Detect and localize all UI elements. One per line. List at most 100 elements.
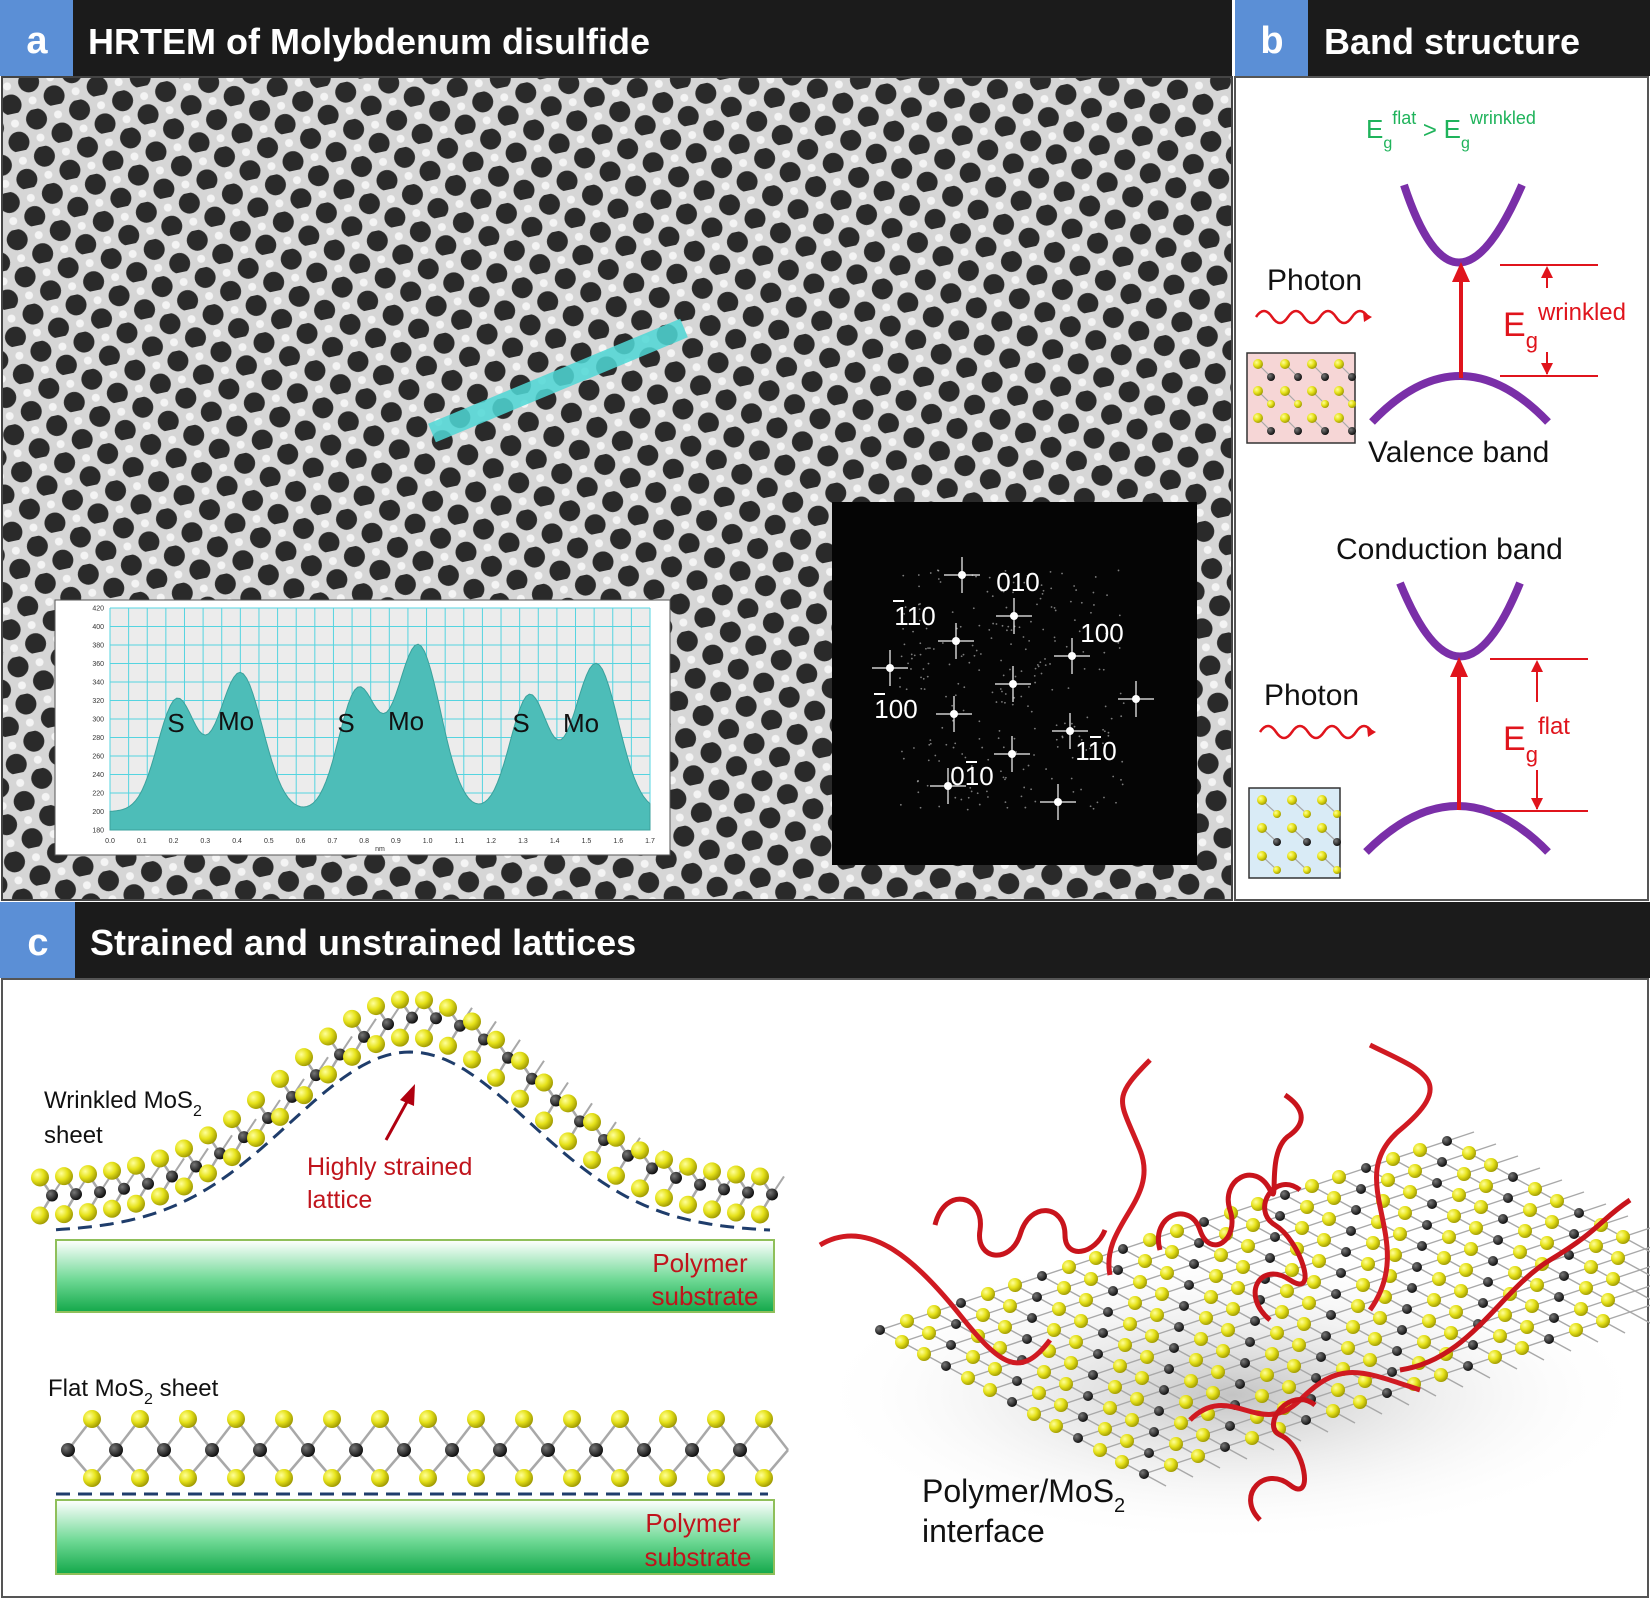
sulfur-atom <box>1054 1398 1068 1412</box>
fft-noise-dot <box>1005 776 1007 779</box>
fft-noise-dot <box>1034 667 1037 670</box>
x-tick-label: 0.0 <box>105 838 115 845</box>
sulfur-atom <box>611 1410 629 1428</box>
sulfur-atom <box>1179 1395 1193 1409</box>
conduction-band-curve-top <box>1400 183 1526 267</box>
fft-noise-dot <box>1112 775 1115 778</box>
fft-noise-dot <box>1037 665 1040 668</box>
thumb-bottom-atoms <box>1257 795 1341 874</box>
sulfur-atom <box>1214 1248 1228 1262</box>
fft-noise-dot <box>923 688 926 691</box>
sulfur-atom <box>1528 1182 1542 1196</box>
x-tick-label: 1.0 <box>423 838 433 845</box>
sulfur-atom <box>227 1410 245 1428</box>
fft-noise-dot <box>1092 807 1095 810</box>
molybdenum-atom <box>733 1443 747 1457</box>
fft-noise-dot <box>1055 724 1058 727</box>
sulfur-atom <box>751 1205 769 1224</box>
sulfur-atom <box>463 1050 481 1069</box>
fft-noise-dot <box>1020 695 1023 698</box>
molybdenum-atom <box>118 1182 130 1195</box>
fft-noise-dot <box>1073 619 1076 622</box>
sulfur-atom <box>295 1086 313 1105</box>
fft-noise-dot <box>910 668 912 670</box>
fft-noise-dot <box>1078 735 1081 738</box>
molybdenum-atom <box>1159 1385 1169 1395</box>
sulfur-atom <box>1280 413 1290 423</box>
panel-b-title: Band structure <box>1324 21 1580 62</box>
sulfur-atom <box>151 1149 169 1168</box>
fft-noise-dot <box>995 701 998 703</box>
fft-noise-dot <box>1012 581 1015 584</box>
sulfur-atom <box>1520 1320 1534 1334</box>
sulfur-atom <box>1434 1368 1448 1382</box>
flat-mos2-sheet <box>61 1410 789 1487</box>
sulfur-atom <box>1606 1272 1620 1286</box>
fft-noise-dot <box>905 688 908 691</box>
fft-noise-dot <box>995 623 998 625</box>
molybdenum-atom <box>1093 1349 1103 1359</box>
fft-spot <box>1008 750 1016 758</box>
sulfur-atom <box>1204 1290 1218 1304</box>
sulfur-atom <box>1488 1350 1502 1364</box>
fft-noise-dot <box>998 730 1001 732</box>
polymer-chains <box>818 1042 1632 1522</box>
sulfur-atom <box>1069 1335 1083 1349</box>
molybdenum-atom <box>1169 1343 1179 1353</box>
molybdenum-atom <box>1108 1286 1118 1296</box>
sulfur-atom <box>127 1194 145 1213</box>
fft-noise-dot <box>1010 643 1012 646</box>
sulfur-atom <box>1574 1302 1588 1316</box>
sulfur-atom <box>1361 1257 1375 1271</box>
fft-spot <box>950 710 958 718</box>
fft-spot <box>1066 727 1074 735</box>
sulfur-atom <box>1140 1350 1154 1364</box>
molybdenum-atom <box>1022 1334 1032 1344</box>
fft-noise-dot <box>992 622 995 625</box>
fft-noise-dot <box>991 691 994 694</box>
sulfur-atom <box>1545 1215 1559 1229</box>
fft-noise-dot <box>927 647 929 650</box>
sulfur-atom <box>1294 400 1302 408</box>
molybdenum-atom <box>1179 1301 1189 1311</box>
sulfur-atom <box>439 1036 457 1055</box>
sulfur-atom <box>247 1090 265 1109</box>
molybdenum-atom <box>742 1186 754 1199</box>
sulfur-atom <box>1246 1218 1260 1232</box>
molybdenum-atom <box>694 1178 706 1191</box>
y-tick-label: 420 <box>92 606 104 613</box>
molybdenum-atom <box>1331 1289 1341 1299</box>
profile-label-mo-3: Mo <box>563 708 599 738</box>
sulfur-atom <box>1209 1269 1223 1283</box>
sulfur-atom <box>1143 1233 1157 1247</box>
molybdenum-atom <box>1503 1193 1513 1203</box>
sulfur-atom <box>961 1371 975 1385</box>
fft-noise-dot <box>1030 710 1033 713</box>
fft-noise-dot <box>910 657 913 660</box>
molybdenum-atom <box>1348 373 1356 381</box>
molybdenum-atom <box>1488 1256 1498 1266</box>
fft-noise-dot <box>1024 806 1027 809</box>
molybdenum-atom <box>1184 1280 1194 1290</box>
sulfur-atom <box>175 1177 193 1196</box>
sulfur-atom <box>1194 1332 1208 1346</box>
sulfur-atom <box>31 1206 49 1225</box>
sulfur-atom <box>1103 1401 1117 1415</box>
fft-noise-dot <box>957 682 960 685</box>
fft-noise-dot <box>901 750 903 753</box>
sulfur-atom <box>1462 1146 1476 1160</box>
fft-noise-dot <box>976 792 979 795</box>
fft-noise-dot <box>1070 777 1073 780</box>
sulfur-atom <box>343 1047 361 1066</box>
fft-noise-dot <box>975 575 977 578</box>
fft-noise-dot <box>919 653 922 656</box>
sulfur-atom <box>1074 1314 1088 1328</box>
sulfur-atom <box>1307 413 1317 423</box>
sulfur-atom <box>1037 1365 1051 1379</box>
fft-noise-dot <box>912 630 914 633</box>
molybdenum-atom <box>1463 1361 1473 1371</box>
molybdenum-atom <box>382 1018 394 1031</box>
fft-spot <box>1009 680 1017 688</box>
sulfur-atom <box>1292 1338 1306 1352</box>
sulfur-atom <box>611 1469 629 1487</box>
